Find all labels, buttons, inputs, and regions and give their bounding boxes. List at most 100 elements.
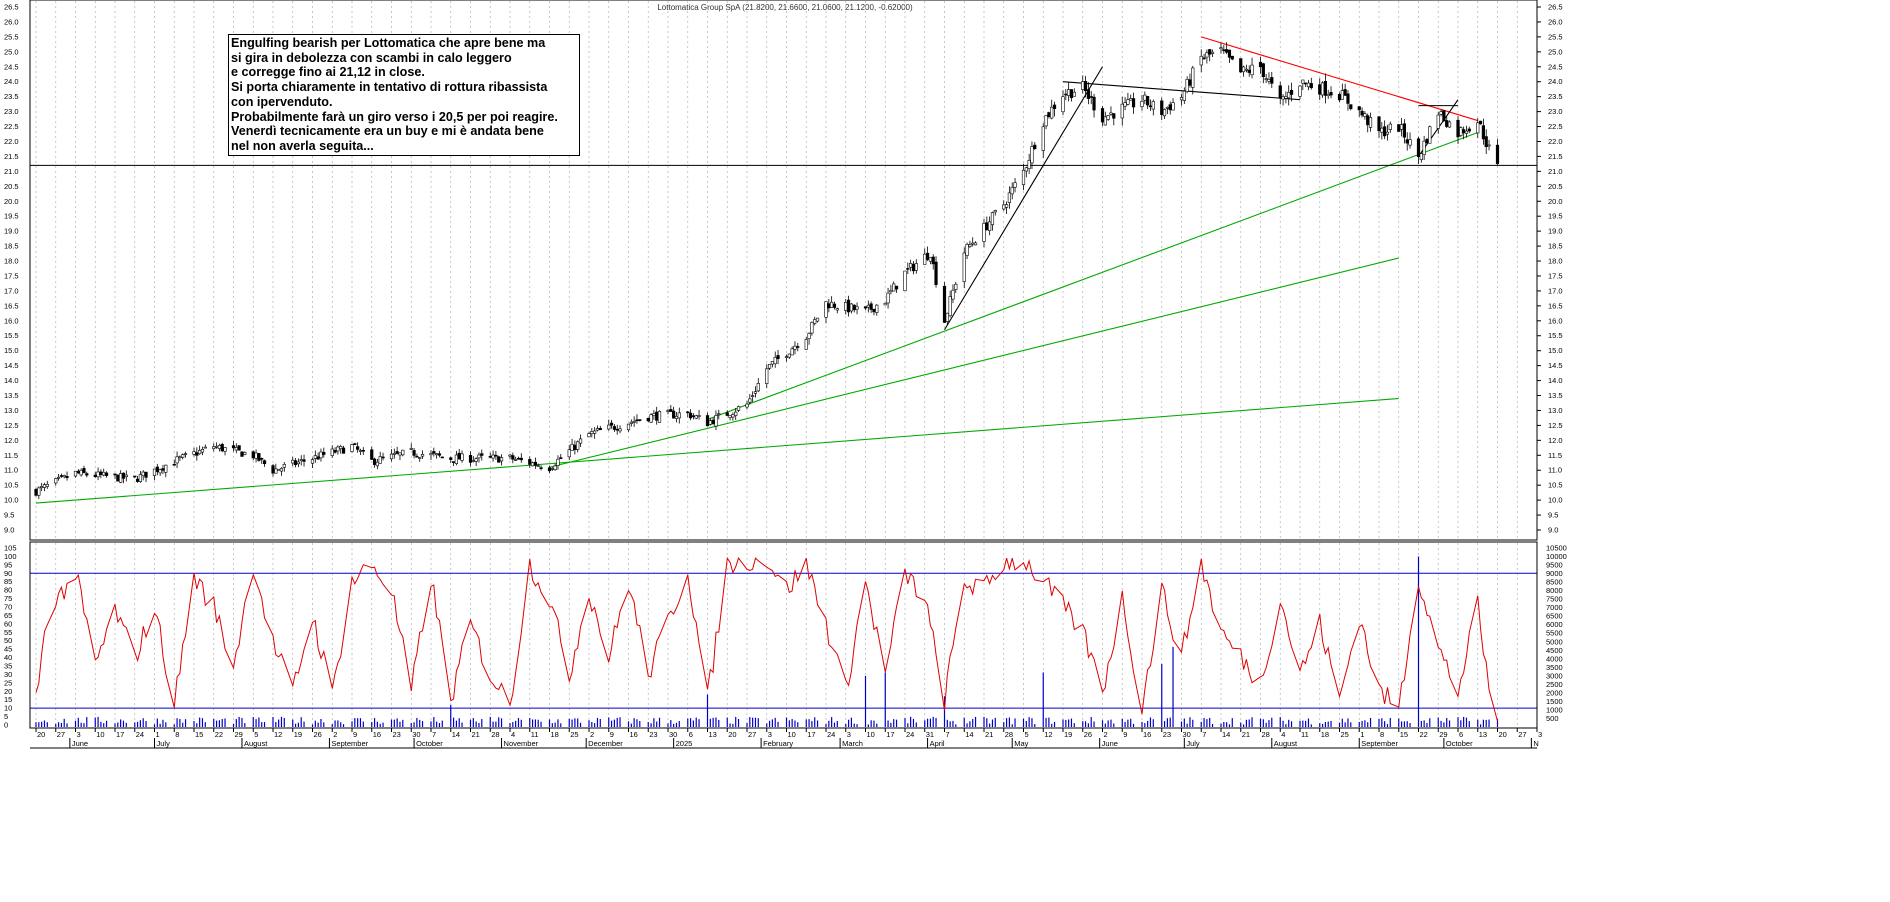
candle-body [1284, 96, 1288, 99]
candle-body [491, 454, 495, 459]
candle-body [296, 461, 300, 465]
date-tick-label: 4 [511, 730, 515, 739]
annotation-box: Engulfing bearish per Lottomatica che ap… [228, 34, 580, 156]
candle-body [54, 478, 58, 484]
price-tick-label-left: 22.0 [4, 137, 19, 146]
candle-body [1495, 144, 1500, 165]
price-tick-label: 21.0 [1548, 167, 1563, 176]
date-tick-label: 3 [1538, 730, 1542, 739]
candle-body [787, 353, 791, 358]
month-label: 2025 [676, 739, 693, 748]
candle-body [508, 454, 512, 457]
candle-body [815, 317, 820, 322]
candle-body [85, 473, 89, 476]
candle-body [1377, 116, 1381, 132]
candle-body [1191, 67, 1195, 88]
candle-body [37, 487, 41, 496]
volume-tick-label: 1000 [1546, 705, 1563, 714]
date-tick-label: 21 [1242, 730, 1250, 739]
candle-body [598, 428, 602, 431]
candle-body [866, 304, 870, 308]
candle-body [415, 455, 419, 458]
candle-body [293, 460, 298, 466]
candle-body [319, 451, 323, 459]
candle-body [181, 454, 185, 458]
volume-tick-label: 10000 [1546, 552, 1567, 561]
candle-body [1301, 79, 1305, 84]
date-tick-label: 7 [946, 730, 950, 739]
candle-body [1007, 192, 1011, 203]
candle-body [1129, 98, 1133, 101]
date-tick-label: 5 [1025, 730, 1029, 739]
candle-body [514, 459, 518, 461]
candle-body [330, 448, 334, 456]
date-tick-label: 8 [175, 730, 179, 739]
candle-body [677, 412, 681, 419]
price-tick-label-left: 19.0 [4, 227, 19, 236]
date-tick-label: 14 [965, 730, 973, 739]
candle-body [274, 468, 278, 474]
candle-body [1202, 57, 1206, 60]
candle-body [1267, 79, 1271, 82]
price-tick-label-left: 21.0 [4, 167, 19, 176]
price-tick-label: 26.0 [1548, 17, 1563, 26]
candle-body [133, 475, 137, 478]
candle-body [435, 453, 439, 456]
candle-body [1363, 113, 1367, 117]
volume-tick-label: 4000 [1546, 654, 1563, 663]
date-axis: 20 27 3 10 17 24 1 8 15 22 29 5 12 19 26 2 9 16 23 30 7 14 21 2… [35, 728, 1542, 748]
candle-body [113, 473, 117, 476]
candle-body [1476, 122, 1480, 134]
date-tick-label: 17 [807, 730, 815, 739]
candle-body [299, 459, 303, 461]
annotation-line: Venerdì tecnicamente era un buy e mi è a… [231, 124, 544, 139]
price-tick-label: 13.0 [1548, 406, 1563, 415]
candle-body [894, 285, 899, 290]
price-tick-label-left: 11.5 [4, 451, 18, 460]
candle-body [567, 449, 571, 458]
date-tick-label: 21 [985, 730, 993, 739]
candle-body [773, 356, 777, 365]
annotation-line: si gira in debolezza con scambi in calo … [231, 50, 512, 65]
candle-body [1445, 120, 1449, 127]
price-tick-label-left: 20.0 [4, 197, 19, 206]
candle-body [1089, 96, 1093, 98]
price-panel-frame [29, 0, 1538, 541]
date-tick-label: 24 [827, 730, 835, 739]
price-tick-label-left: 12.5 [4, 421, 19, 430]
candle-body [705, 415, 710, 427]
candle-body [875, 304, 879, 313]
oscillator-series [35, 556, 1498, 722]
candle-body [1148, 105, 1153, 108]
candle-body [731, 414, 735, 418]
candle-body [1160, 100, 1164, 115]
candle-body [1388, 123, 1392, 130]
candle-body [982, 223, 986, 242]
price-tick-label: 10.5 [1548, 481, 1563, 490]
candle-body [1428, 126, 1432, 144]
candle-body [697, 415, 701, 417]
candle-body [102, 471, 106, 476]
candle-body [1033, 144, 1037, 149]
price-tick-label: 12.5 [1548, 421, 1563, 430]
date-tick-label: 20 [37, 730, 45, 739]
candle-body [691, 415, 695, 417]
price-axis: 9.0 9.0 9.5 9.5 10.0 10.0 10.5 10.5 11.0 11.0 11.5… [4, 3, 1563, 535]
date-tick-label: 23 [393, 730, 401, 739]
price-tick-label-left: 25.0 [4, 47, 19, 56]
candle-body [164, 464, 168, 473]
candle-body [212, 446, 216, 449]
candle-body [1241, 66, 1246, 73]
candle-body [183, 453, 188, 455]
candle-body [1425, 139, 1429, 144]
candle-body [65, 476, 69, 478]
oscillator-tick-label: 55 [4, 628, 12, 637]
candle-body [198, 450, 202, 455]
candle-body [609, 422, 614, 426]
indicator-panel-frame [29, 541, 1538, 729]
candle-body [863, 306, 868, 309]
candle-body [973, 242, 978, 246]
candle-body [1239, 58, 1243, 73]
price-tick-label: 18.5 [1548, 242, 1563, 251]
